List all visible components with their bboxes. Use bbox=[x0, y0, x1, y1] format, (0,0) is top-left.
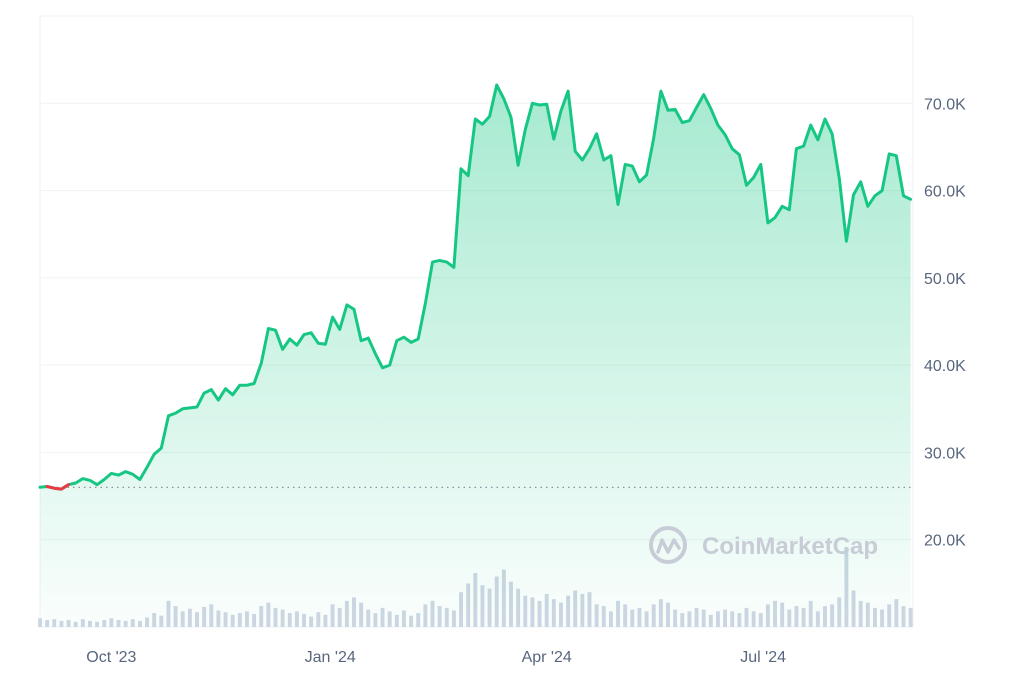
y-tick-label: 60.0K bbox=[924, 184, 966, 201]
price-line-below-reference bbox=[45, 483, 70, 491]
y-tick-label: 50.0K bbox=[924, 271, 966, 288]
y-tick-label: 20.0K bbox=[924, 533, 966, 550]
x-tick-label: Jul '24 bbox=[740, 649, 786, 666]
volume-bar bbox=[908, 607, 913, 627]
x-tick-label: Jan '24 bbox=[305, 649, 356, 666]
x-tick-label: Oct '23 bbox=[86, 649, 136, 666]
coinmarketcap-logo-icon bbox=[649, 526, 687, 564]
y-tick-label: 40.0K bbox=[924, 358, 966, 375]
x-tick-label: Apr '24 bbox=[522, 649, 572, 666]
price-area-fill bbox=[40, 85, 911, 627]
watermark-text: CoinMarketCap bbox=[702, 533, 878, 560]
y-tick-label: 70.0K bbox=[924, 96, 966, 113]
x-axis-ticks: Oct '23 Jan '24 Apr '24 Jul '24 bbox=[86, 649, 786, 666]
watermark: CoinMarketCap bbox=[649, 526, 878, 564]
y-tick-label: 30.0K bbox=[924, 445, 966, 462]
price-line bbox=[38, 83, 913, 491]
y-axis-ticks: 20.0K 30.0K 40.0K 50.0K 60.0K 70.0K bbox=[924, 96, 966, 549]
